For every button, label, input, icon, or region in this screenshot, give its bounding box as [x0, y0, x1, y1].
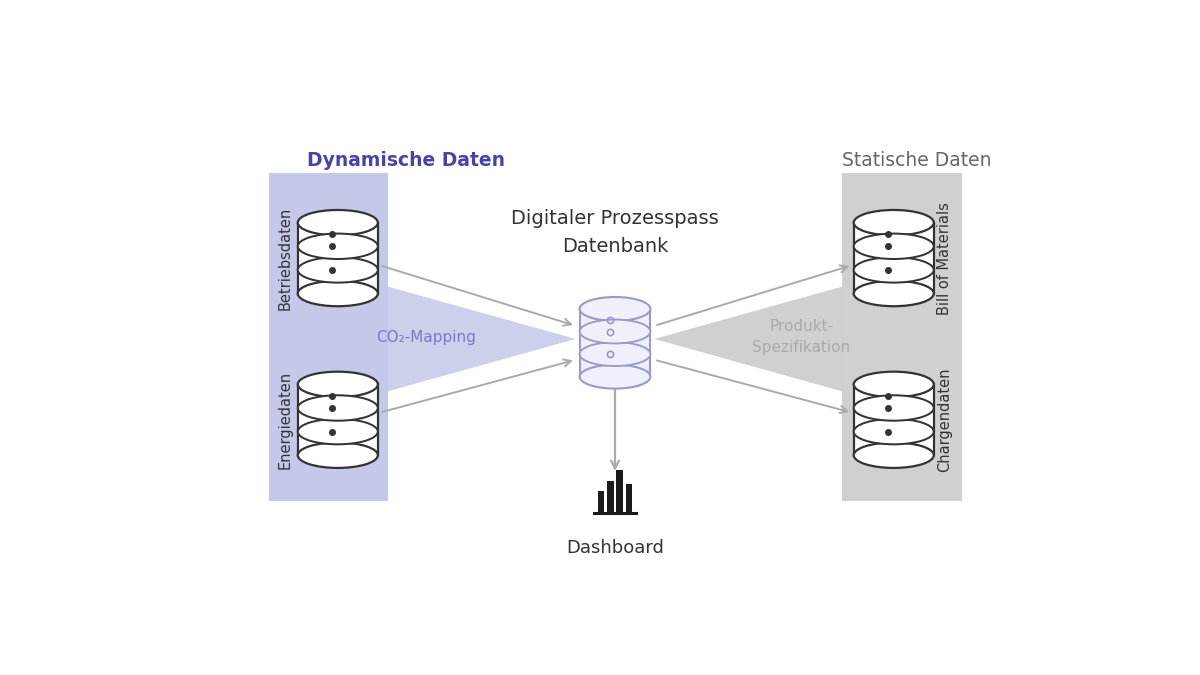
Ellipse shape — [298, 210, 378, 236]
Ellipse shape — [580, 342, 650, 366]
Ellipse shape — [580, 319, 650, 344]
Ellipse shape — [298, 372, 378, 397]
Bar — [298, 223, 378, 294]
Bar — [853, 384, 934, 455]
Ellipse shape — [853, 257, 934, 283]
Bar — [853, 223, 934, 294]
Bar — [269, 173, 388, 501]
Ellipse shape — [298, 281, 378, 306]
Bar — [607, 481, 613, 513]
Ellipse shape — [853, 419, 934, 444]
Bar — [617, 470, 623, 513]
Text: Energiedaten: Energiedaten — [278, 371, 293, 469]
Ellipse shape — [580, 364, 650, 389]
Bar — [626, 484, 632, 513]
Ellipse shape — [853, 372, 934, 397]
Ellipse shape — [853, 396, 934, 421]
Ellipse shape — [298, 419, 378, 444]
Ellipse shape — [298, 234, 378, 259]
Ellipse shape — [853, 443, 934, 468]
Ellipse shape — [853, 281, 934, 306]
Text: CO₂-Mapping: CO₂-Mapping — [377, 330, 476, 345]
Ellipse shape — [298, 443, 378, 468]
Polygon shape — [388, 287, 576, 392]
Ellipse shape — [298, 257, 378, 283]
Text: Statische Daten: Statische Daten — [842, 151, 991, 170]
Text: Dashboard: Dashboard — [566, 539, 664, 558]
Text: Bill of Materials: Bill of Materials — [937, 202, 952, 315]
Polygon shape — [654, 287, 842, 392]
Bar — [298, 384, 378, 455]
Text: Betriebsdaten: Betriebsdaten — [278, 207, 293, 310]
Bar — [842, 173, 961, 501]
Text: Digitaler Prozesspass
Datenbank: Digitaler Prozesspass Datenbank — [511, 209, 719, 256]
Ellipse shape — [298, 396, 378, 421]
Text: Dynamische Daten: Dynamische Daten — [307, 151, 505, 170]
Text: Chargendaten: Chargendaten — [937, 368, 952, 472]
Ellipse shape — [580, 297, 650, 321]
Bar — [580, 309, 650, 377]
Bar — [598, 491, 604, 513]
Ellipse shape — [853, 234, 934, 259]
Ellipse shape — [853, 210, 934, 236]
Text: Produkt-
Spezifikation: Produkt- Spezifikation — [752, 319, 851, 356]
